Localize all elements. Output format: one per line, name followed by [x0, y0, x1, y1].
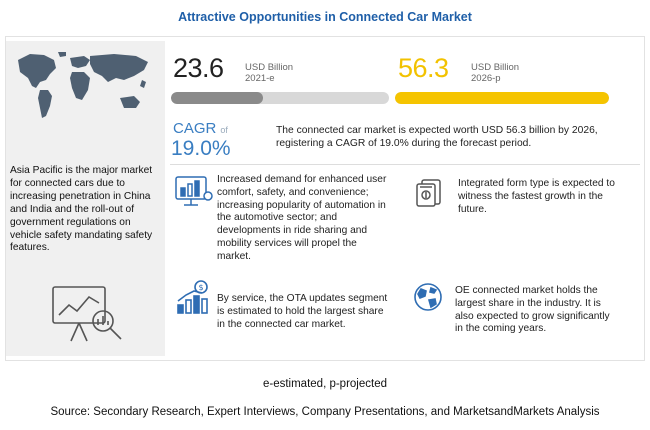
cagr-label-text: CAGR: [173, 120, 217, 137]
integrated-form-icon: [416, 179, 441, 207]
source-note: Source: Secondary Research, Expert Inter…: [50, 406, 600, 418]
year-label-2021: 2021-e: [245, 72, 275, 84]
comfort-demand-text: Increased demand for enhanced user comfo…: [217, 174, 387, 262]
cagr-of-text: of: [220, 125, 228, 135]
analytics-board-icon: [52, 286, 122, 342]
footnote: e-estimated, p-projected: [262, 378, 387, 390]
unit-label-2026: USD Billion: [471, 62, 520, 73]
oe-connected-text: OE connected market holds the largest sh…: [455, 285, 610, 335]
cagr-value: 19.0%: [171, 137, 231, 160]
bar-track-2026: [395, 92, 609, 104]
ota-updates-text: By service, the OTA updates segment is e…: [217, 293, 388, 330]
globe-icon: [414, 283, 442, 311]
svg-text:$: $: [199, 283, 204, 292]
section-divider: [170, 164, 640, 165]
market-value-2026: 56.3: [398, 53, 449, 83]
cagr-description: The connected car market is expected wor…: [276, 125, 598, 149]
bar-track-2021: [171, 92, 389, 104]
cagr-label: CAGR of: [173, 120, 228, 137]
comfort-dashboard-icon: [175, 176, 213, 206]
unit-label-2021: USD Billion: [245, 62, 294, 73]
growth-chart-icon: $: [177, 280, 208, 314]
integrated-form-text: Integrated form type is expected to witn…: [458, 178, 615, 215]
market-unit-2026: USD Billion 2026-p: [471, 62, 520, 84]
page-title: Attractive Opportunities in Connected Ca…: [178, 10, 472, 24]
asia-pacific-text: Asia Pacific is the major market for con…: [10, 165, 153, 254]
world-map-icon: [18, 52, 148, 118]
year-label-2026: 2026-p: [471, 72, 501, 84]
market-unit-2021: USD Billion 2021-e: [245, 62, 294, 84]
bar-fill-2026: [395, 92, 609, 104]
bar-fill-2021: [171, 92, 263, 104]
market-value-2021: 23.6: [173, 53, 224, 83]
